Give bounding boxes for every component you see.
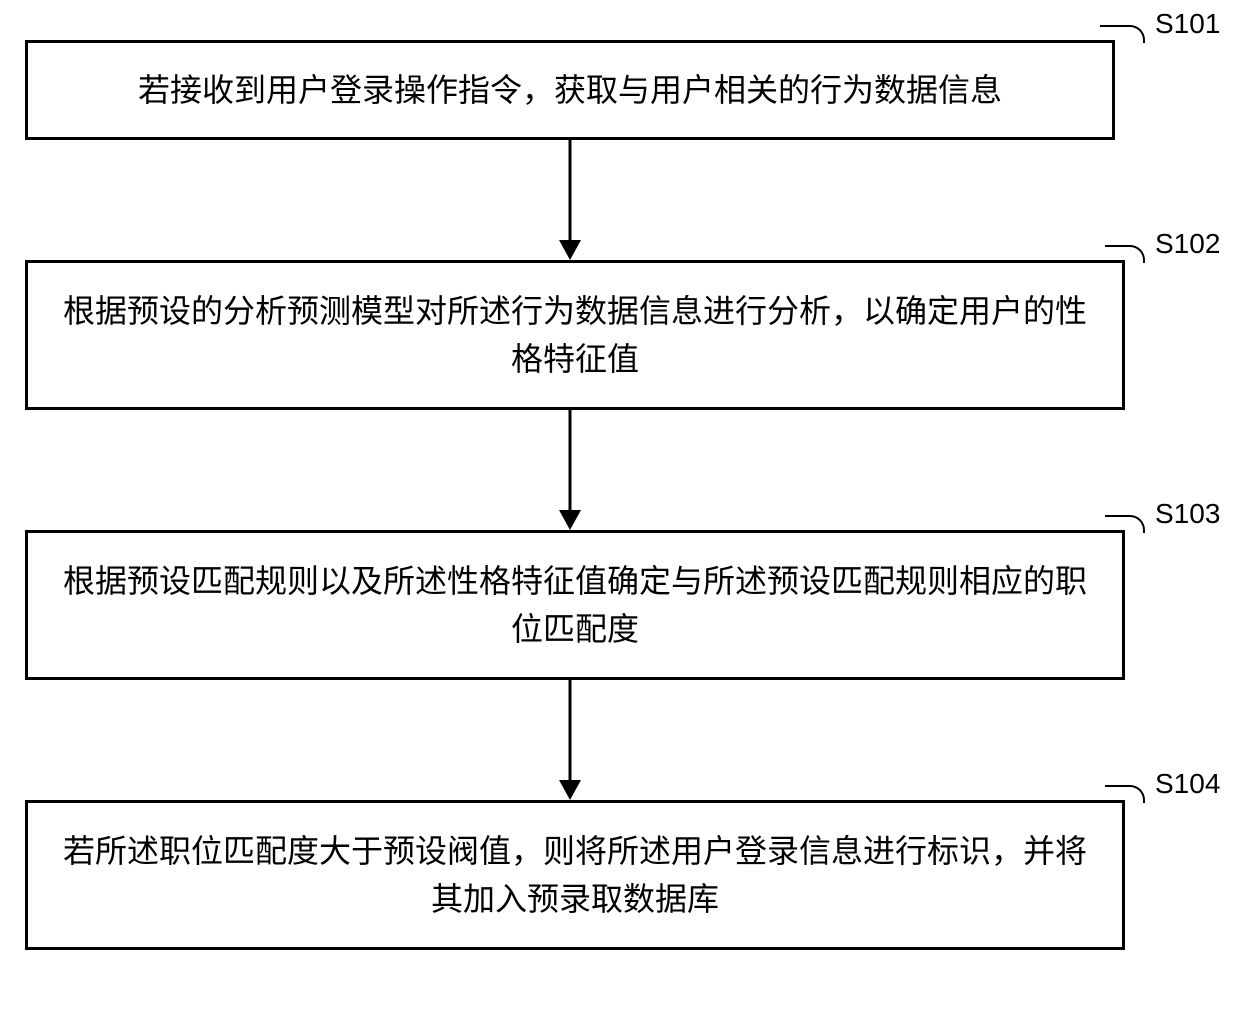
step-text-s103: 根据预设匹配规则以及所述性格特征值确定与所述预设匹配规则相应的职位匹配度 xyxy=(48,557,1102,653)
arrow-head-1 xyxy=(559,240,581,260)
step-text-s102: 根据预设的分析预测模型对所述行为数据信息进行分析，以确定用户的性格特征值 xyxy=(48,287,1102,383)
step-box-s104: 若所述职位匹配度大于预设阀值，则将所述用户登录信息进行标识，并将其加入预录取数据… xyxy=(25,800,1125,950)
step-box-s102: 根据预设的分析预测模型对所述行为数据信息进行分析，以确定用户的性格特征值 xyxy=(25,260,1125,410)
step-text-s101: 若接收到用户登录操作指令，获取与用户相关的行为数据信息 xyxy=(138,66,1002,114)
step-box-s103: 根据预设匹配规则以及所述性格特征值确定与所述预设匹配规则相应的职位匹配度 xyxy=(25,530,1125,680)
step-label-s103: S103 xyxy=(1155,498,1220,530)
step-label-s102: S102 xyxy=(1155,228,1220,260)
arrow-head-3 xyxy=(559,780,581,800)
step-box-s101: 若接收到用户登录操作指令，获取与用户相关的行为数据信息 xyxy=(25,40,1115,140)
arrow-line-2 xyxy=(569,410,572,510)
step-label-s104: S104 xyxy=(1155,768,1220,800)
arrow-head-2 xyxy=(559,510,581,530)
arrow-line-3 xyxy=(569,680,572,780)
arrow-line-1 xyxy=(569,140,572,240)
step-label-s101: S101 xyxy=(1155,8,1220,40)
flowchart-container: S101 若接收到用户登录操作指令，获取与用户相关的行为数据信息 S102 根据… xyxy=(0,0,1240,1019)
step-text-s104: 若所述职位匹配度大于预设阀值，则将所述用户登录信息进行标识，并将其加入预录取数据… xyxy=(48,827,1102,923)
